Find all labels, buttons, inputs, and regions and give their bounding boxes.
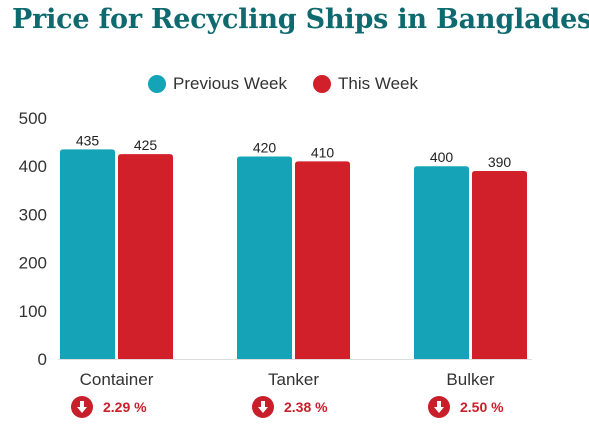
change-value-container: 2.29 % (103, 399, 147, 415)
legend-swatch-this-week (313, 75, 332, 93)
arrow-down-icon (428, 396, 450, 418)
chart-legend: Previous Week This Week (148, 74, 444, 94)
legend-label-previous-week: Previous Week (173, 74, 288, 93)
data-label: 410 (311, 144, 335, 160)
change-value-bulker: 2.50 % (460, 399, 504, 415)
arrow-down-icon (252, 396, 274, 418)
bar-previous-week-container (60, 149, 115, 359)
data-label: 400 (430, 149, 454, 165)
x-tick-label: Tanker (268, 370, 319, 389)
legend-item-this-week: This Week (313, 74, 418, 94)
bar-previous-week-bulker (414, 166, 469, 359)
bar-this-week-tanker (295, 161, 350, 359)
chart-title: Price for Recycling Ships in Bangladesh (12, 4, 589, 35)
data-label: 390 (488, 154, 512, 170)
change-container: 2.29 % (71, 396, 147, 418)
bar-this-week-container (118, 154, 173, 359)
change-tanker: 2.38 % (252, 396, 328, 418)
y-tick-label: 300 (19, 205, 47, 224)
data-label: 435 (76, 132, 100, 148)
y-tick-label: 0 (38, 350, 47, 369)
bar-chart: 500 400 300 200 100 0 435 425 Container 420 410 Tan… (19, 109, 532, 389)
legend-label-this-week: This Week (338, 74, 419, 93)
legend-swatch-previous-week (148, 75, 166, 93)
x-tick-label: Bulker (446, 370, 495, 389)
bar-previous-week-tanker (237, 156, 292, 359)
data-label: 420 (253, 140, 277, 156)
bar-this-week-bulker (472, 171, 527, 359)
y-tick-label: 100 (19, 302, 47, 321)
arrow-down-icon (71, 396, 93, 418)
y-tick-label: 400 (19, 157, 47, 176)
y-tick-label: 500 (19, 109, 47, 128)
data-label: 425 (134, 137, 158, 153)
legend-item-previous-week: Previous Week (148, 74, 287, 94)
change-value-tanker: 2.38 % (284, 399, 328, 415)
y-tick-label: 200 (19, 254, 47, 273)
x-tick-label: Container (80, 370, 154, 389)
change-bulker: 2.50 % (428, 396, 504, 418)
